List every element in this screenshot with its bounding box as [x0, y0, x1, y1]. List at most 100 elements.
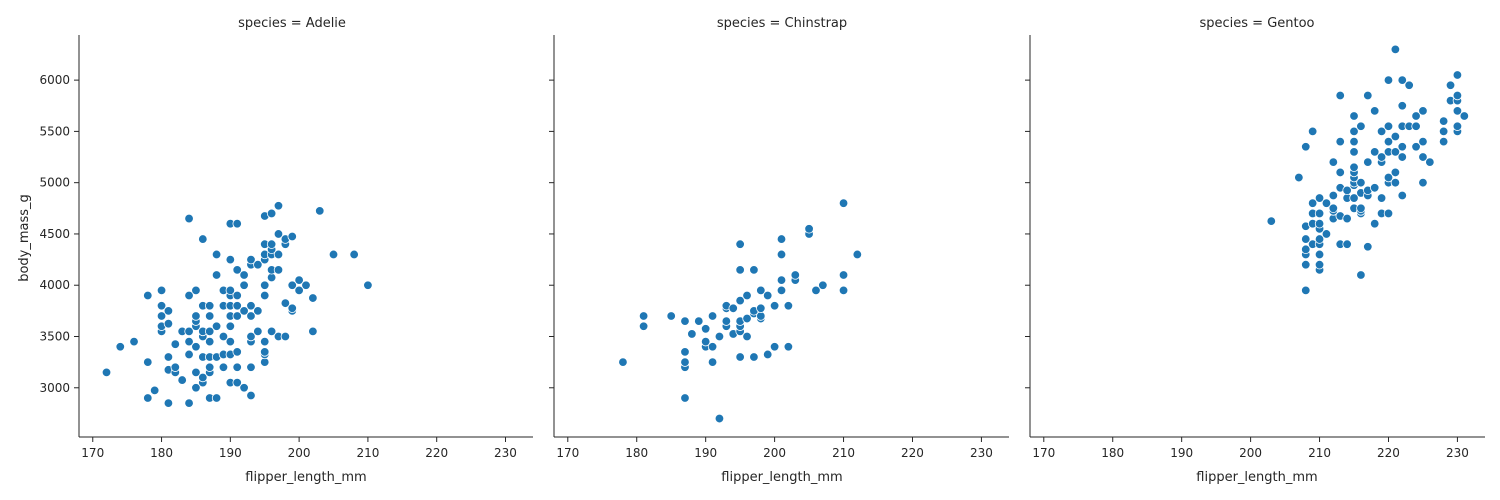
gentoo-x-axis-label: flipper_length_mm [1196, 470, 1317, 485]
adelie-panel-title: species = Adelie [238, 16, 346, 31]
chinstrap-data-point [707, 342, 718, 352]
adelie-data-point [101, 367, 112, 378]
adelie-data-point [184, 326, 194, 337]
adelie-data-point [239, 383, 249, 393]
gentoo-data-point [1383, 136, 1394, 147]
gentoo-data-point [1418, 106, 1428, 116]
adelie-data-point [266, 326, 277, 337]
chinstrap-data-point [776, 275, 787, 285]
adelie-data-point [363, 280, 373, 290]
chinstrap-data-point [769, 342, 780, 352]
gentoo-data-point [1349, 136, 1359, 147]
adelie-data-point [287, 231, 297, 242]
chinstrap-data-point [680, 357, 690, 367]
adelie-data-point [294, 275, 304, 285]
gentoo-data-point [1369, 183, 1380, 193]
gentoo-data-point [1425, 157, 1435, 167]
adelie-data-point [191, 285, 201, 296]
gentoo-data-point [1452, 90, 1463, 101]
adelie-data-point [266, 239, 277, 249]
adelie-y-tick-label: 4500 [39, 227, 70, 241]
adelie-data-point [143, 290, 153, 301]
chinstrap-data-point [714, 331, 725, 342]
adelie-data-point [218, 331, 229, 342]
chinstrap-data-point [776, 234, 787, 244]
chinstrap-x-tick-label: 200 [763, 446, 786, 460]
adelie-data-point [191, 342, 201, 352]
gentoo-data-point [1452, 70, 1463, 80]
gentoo-data-point [1363, 90, 1373, 101]
adelie-data-point [170, 362, 181, 372]
y-axis-label: body_mass_g [17, 194, 32, 282]
adelie-data-point [301, 280, 311, 290]
gentoo-data-point [1376, 193, 1387, 203]
chinstrap-data-point [700, 324, 711, 334]
chinstrap-data-point [818, 280, 828, 290]
adelie-data-point [294, 285, 304, 296]
adelie-data-point [225, 321, 236, 331]
chinstrap-data-point [811, 285, 821, 296]
adelie-data-point [239, 270, 249, 280]
chinstrap-data-point [680, 393, 690, 403]
adelie-data-point [129, 336, 139, 347]
adelie-data-point [315, 206, 325, 216]
gentoo-data-point [1335, 136, 1345, 147]
gentoo-data-point [1314, 234, 1325, 244]
adelie-data-point [191, 383, 201, 393]
chinstrap-data-point [735, 352, 745, 362]
gentoo-data-point [1356, 177, 1366, 188]
gentoo-x-tick-label: 210 [1308, 446, 1331, 460]
gentoo-data-point [1376, 126, 1387, 137]
chinstrap-x-tick-label: 230 [970, 446, 993, 460]
gentoo-data-point [1349, 126, 1359, 137]
adelie-data-point [184, 336, 194, 347]
adelie-data-point [177, 375, 187, 385]
adelie-x-tick-label: 200 [288, 446, 311, 460]
adelie-data-point [239, 306, 249, 316]
gentoo-data-point [1397, 190, 1407, 201]
chinstrap-data-point [666, 311, 676, 321]
gentoo-data-point [1452, 121, 1463, 131]
adelie-data-point [156, 301, 167, 311]
gentoo-data-point [1369, 106, 1380, 116]
gentoo-data-point [1301, 142, 1311, 152]
adelie-data-point [163, 306, 174, 316]
chinstrap-data-point [742, 290, 752, 301]
gentoo-data-point [1349, 162, 1359, 172]
adelie-data-point [232, 218, 242, 229]
chinstrap-data-point [804, 224, 814, 234]
gentoo-data-point [1418, 177, 1428, 188]
adelie-data-point [204, 336, 215, 347]
chinstrap-data-point [735, 295, 745, 306]
gentoo-data-point [1349, 147, 1359, 157]
adelie-y-tick-label: 5500 [39, 124, 70, 138]
adelie-data-point [143, 393, 153, 403]
gentoo-data-point [1321, 229, 1332, 239]
gentoo-data-point [1335, 90, 1345, 101]
gentoo-data-point [1411, 142, 1421, 152]
gentoo-data-point [1390, 147, 1401, 157]
adelie-data-point [260, 336, 270, 347]
gentoo-data-point [1397, 142, 1407, 152]
gentoo-data-point [1390, 167, 1401, 178]
adelie-data-point [260, 280, 270, 290]
adelie-data-point [328, 249, 339, 260]
gentoo-data-point [1356, 203, 1366, 214]
adelie-data-point [218, 362, 229, 372]
adelie-data-point [287, 280, 297, 290]
gentoo-data-point [1452, 106, 1463, 116]
gentoo-x-tick-label: 230 [1446, 446, 1469, 460]
adelie-x-axis-label: flipper_length_mm [245, 470, 366, 485]
adelie-data-point [280, 331, 291, 342]
adelie-data-point [204, 301, 215, 311]
gentoo-data-point [1390, 177, 1401, 188]
chinstrap-data-point [721, 316, 732, 326]
gentoo-data-point [1314, 208, 1325, 219]
adelie-data-point [156, 285, 167, 296]
gentoo-data-point [1356, 270, 1366, 280]
gentoo-data-point [1335, 167, 1345, 178]
adelie-data-point [149, 385, 160, 396]
chinstrap-data-point [742, 331, 752, 342]
adelie-data-point [225, 336, 236, 347]
adelie-data-point [349, 249, 359, 260]
